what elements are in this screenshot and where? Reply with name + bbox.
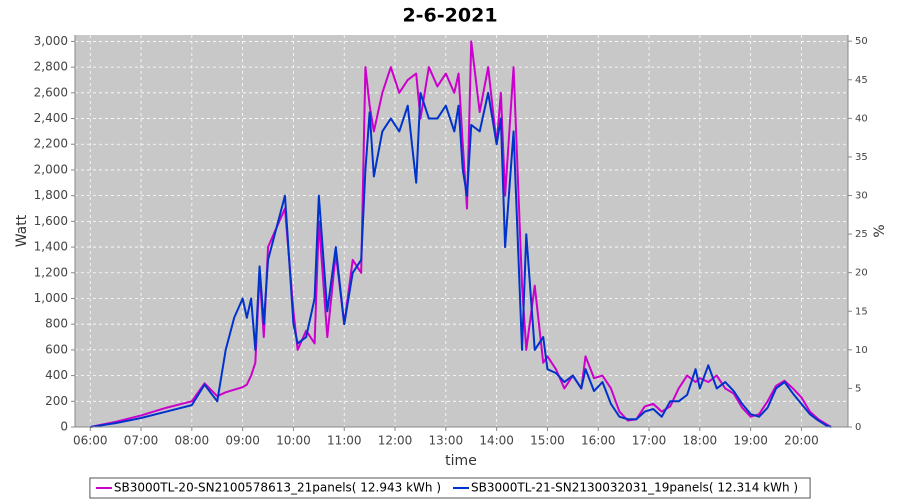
legend: SB3000TL-20-SN2100578613_21panels( 12.94… xyxy=(89,477,811,499)
x-tick-label: 19:00 xyxy=(733,434,768,448)
legend-label: SB3000TL-21-SN2130032031_19panels( 12.31… xyxy=(471,481,798,495)
plot-area xyxy=(75,35,848,427)
y2-tick-label: 45 xyxy=(855,75,868,86)
y-tick-label: 200 xyxy=(45,394,68,408)
series-line xyxy=(90,91,832,428)
y2-tick-label: 25 xyxy=(855,229,868,240)
x-tick-label: 09:00 xyxy=(225,434,260,448)
x-tick-label: 17:00 xyxy=(632,434,667,448)
y-tick-label: 800 xyxy=(45,317,68,331)
x-axis-title: time xyxy=(445,453,477,469)
y2-tick-label: 5 xyxy=(855,383,861,394)
x-tick-label: 13:00 xyxy=(429,434,464,448)
legend-label: SB3000TL-20-SN2100578613_21panels( 12.94… xyxy=(114,481,441,495)
y-tick-label: 2,400 xyxy=(34,111,68,125)
y2-tick-label: 40 xyxy=(855,113,868,124)
axes: 02004006008001,0001,2001,4001,6001,8002,… xyxy=(34,34,868,448)
x-tick-label: 08:00 xyxy=(175,434,210,448)
x-tick-label: 16:00 xyxy=(581,434,616,448)
x-tick-label: 10:00 xyxy=(276,434,311,448)
y-tick-label: 400 xyxy=(45,368,68,382)
y-tick-label: 1,200 xyxy=(34,265,68,279)
x-tick-label: 18:00 xyxy=(683,434,718,448)
y2-axis-title: % xyxy=(872,224,888,237)
x-tick-label: 15:00 xyxy=(530,434,565,448)
y2-tick-label: 35 xyxy=(855,152,868,163)
y-tick-label: 600 xyxy=(45,342,68,356)
y2-tick-label: 20 xyxy=(855,268,868,279)
y-tick-label: 0 xyxy=(60,420,68,434)
chart-title: 2-6-2021 xyxy=(402,5,497,27)
y-tick-label: 2,200 xyxy=(34,137,68,151)
y2-tick-label: 0 xyxy=(855,422,861,433)
x-tick-label: 14:00 xyxy=(479,434,514,448)
y-tick-label: 1,800 xyxy=(34,188,68,202)
y2-tick-label: 10 xyxy=(855,345,868,356)
y-tick-label: 1,600 xyxy=(34,214,68,228)
y2-tick-label: 15 xyxy=(855,306,868,317)
series-line xyxy=(90,40,832,428)
legend-box xyxy=(89,477,811,499)
x-tick-label: 06:00 xyxy=(73,434,108,448)
x-tick-label: 12:00 xyxy=(378,434,413,448)
y-tick-label: 1,000 xyxy=(34,291,68,305)
y2-tick-label: 50 xyxy=(855,36,868,47)
x-tick-label: 07:00 xyxy=(124,434,159,448)
x-tick-label: 11:00 xyxy=(327,434,362,448)
y2-tick-label: 30 xyxy=(855,191,868,202)
x-tick-label: 20:00 xyxy=(784,434,819,448)
y-tick-label: 2,800 xyxy=(34,60,68,74)
y-axis-title: Watt xyxy=(14,214,30,247)
y-tick-label: 2,600 xyxy=(34,85,68,99)
y-tick-label: 1,400 xyxy=(34,240,68,254)
y-tick-label: 2,000 xyxy=(34,162,68,176)
y-tick-label: 3,000 xyxy=(34,34,68,48)
lines xyxy=(90,40,832,428)
